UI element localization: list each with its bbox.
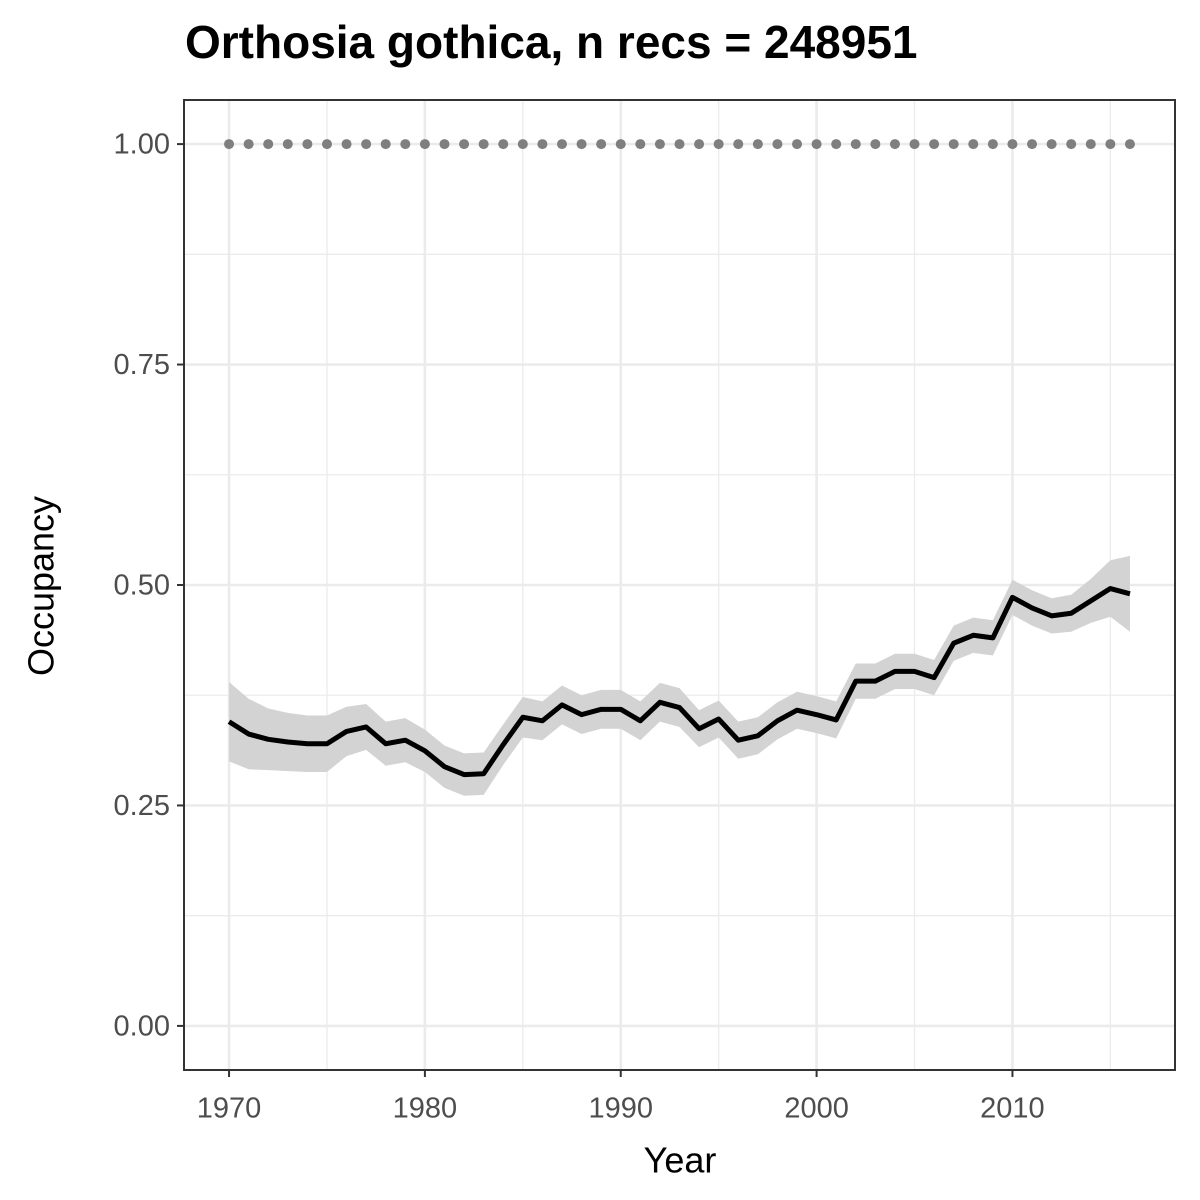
dot — [302, 139, 313, 150]
dot — [694, 139, 705, 150]
dot — [635, 139, 646, 150]
dot — [517, 139, 528, 150]
dot — [772, 139, 783, 150]
dot — [615, 139, 626, 150]
dot — [478, 139, 489, 150]
y-tick-label: 0.25 — [114, 790, 170, 822]
dot — [556, 139, 567, 150]
dot — [654, 139, 665, 150]
dot — [243, 139, 254, 150]
dot — [831, 139, 842, 150]
dot — [733, 139, 744, 150]
dot — [537, 139, 548, 150]
dot — [224, 139, 235, 150]
dot — [948, 139, 959, 150]
dot — [1085, 139, 1096, 150]
dot — [889, 139, 900, 150]
dot — [596, 139, 607, 150]
dot — [419, 139, 430, 150]
dot — [909, 139, 920, 150]
x-axis-label: Year — [644, 1140, 717, 1181]
dot — [1027, 139, 1038, 150]
line — [227, 586, 1131, 778]
x-tick-label: 2000 — [784, 1093, 849, 1125]
dot — [321, 139, 332, 150]
dot — [1124, 139, 1135, 150]
dot — [1105, 139, 1116, 150]
y-tick-label: 1.00 — [114, 129, 170, 161]
chart-title: Orthosia gothica, n recs = 248951 — [185, 16, 918, 68]
dot — [713, 139, 724, 150]
x-tick-label: 1980 — [393, 1093, 458, 1125]
panel-border — [183, 99, 1176, 1071]
dot — [282, 139, 293, 150]
y-tick-label: 0.50 — [114, 570, 170, 602]
dot — [674, 139, 685, 150]
dot — [498, 139, 509, 150]
dot — [987, 139, 998, 150]
dot — [968, 139, 979, 150]
dot — [459, 139, 470, 150]
dot — [811, 139, 822, 150]
confidence-band — [229, 555, 1130, 796]
dot — [870, 139, 881, 150]
dot — [850, 139, 861, 150]
dot — [1066, 139, 1077, 150]
dot — [576, 139, 587, 150]
x-tick-label: 2010 — [980, 1093, 1045, 1125]
dot — [400, 139, 411, 150]
x-tick-label: 1990 — [588, 1093, 653, 1125]
dot — [380, 139, 391, 150]
dot — [361, 139, 372, 150]
dot — [439, 139, 450, 150]
dot — [1046, 139, 1057, 150]
dot — [1007, 139, 1018, 150]
dot — [929, 139, 940, 150]
dot — [263, 139, 274, 150]
y-axis-label: Occupancy — [21, 496, 62, 676]
dot — [341, 139, 352, 150]
y-tick-label: 0.00 — [114, 1011, 170, 1043]
y-tick-label: 0.75 — [114, 349, 170, 381]
dot — [752, 139, 763, 150]
dot — [792, 139, 803, 150]
x-tick-label: 1970 — [197, 1093, 262, 1125]
